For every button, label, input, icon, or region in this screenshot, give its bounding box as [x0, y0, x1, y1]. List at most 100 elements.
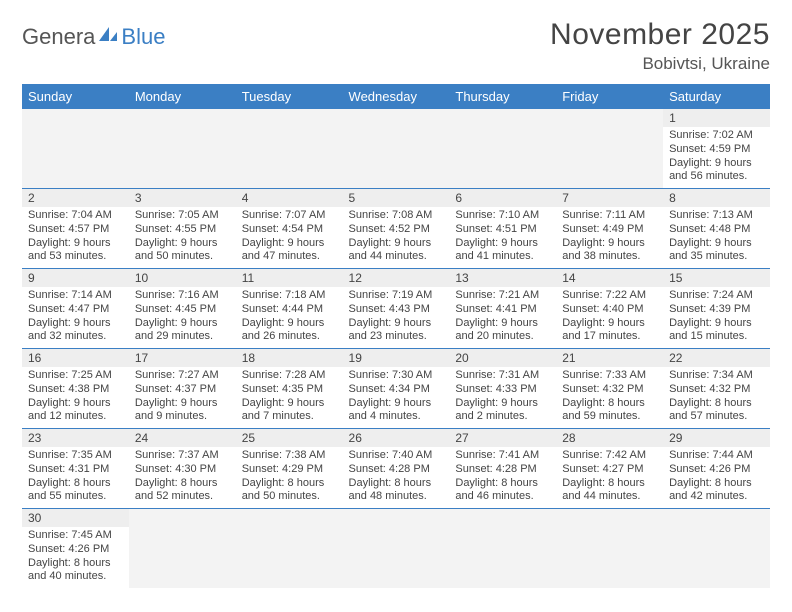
daylight-text: Daylight: 8 hours and 55 minutes. [28, 477, 123, 505]
day-number: 13 [449, 269, 556, 287]
sunrise-text: Sunrise: 7:34 AM [669, 369, 764, 383]
location: Bobivtsi, Ukraine [550, 54, 770, 74]
day-content: Sunrise: 7:21 AMSunset: 4:41 PMDaylight:… [449, 287, 556, 348]
day-content: Sunrise: 7:30 AMSunset: 4:34 PMDaylight:… [343, 367, 450, 428]
calendar-day-cell: 24Sunrise: 7:37 AMSunset: 4:30 PMDayligh… [129, 429, 236, 509]
sunrise-text: Sunrise: 7:37 AM [135, 449, 230, 463]
day-number: 22 [663, 349, 770, 367]
sunset-text: Sunset: 4:51 PM [455, 223, 550, 237]
month-title: November 2025 [550, 18, 770, 52]
sunrise-text: Sunrise: 7:04 AM [28, 209, 123, 223]
daylight-text: Daylight: 9 hours and 44 minutes. [349, 237, 444, 265]
sunrise-text: Sunrise: 7:31 AM [455, 369, 550, 383]
sunrise-text: Sunrise: 7:38 AM [242, 449, 337, 463]
day-number: 24 [129, 429, 236, 447]
calendar-day-cell: 25Sunrise: 7:38 AMSunset: 4:29 PMDayligh… [236, 429, 343, 509]
sunset-text: Sunset: 4:31 PM [28, 463, 123, 477]
sunrise-text: Sunrise: 7:21 AM [455, 289, 550, 303]
day-number: 15 [663, 269, 770, 287]
day-number: 18 [236, 349, 343, 367]
logo: Genera Blue [22, 24, 165, 50]
sunset-text: Sunset: 4:44 PM [242, 303, 337, 317]
sunrise-text: Sunrise: 7:16 AM [135, 289, 230, 303]
sail-icon [97, 25, 119, 48]
day-content: Sunrise: 7:35 AMSunset: 4:31 PMDaylight:… [22, 447, 129, 508]
calendar-day-cell: 6Sunrise: 7:10 AMSunset: 4:51 PMDaylight… [449, 189, 556, 269]
day-content: Sunrise: 7:13 AMSunset: 4:48 PMDaylight:… [663, 207, 770, 268]
daylight-text: Daylight: 8 hours and 46 minutes. [455, 477, 550, 505]
sunset-text: Sunset: 4:55 PM [135, 223, 230, 237]
sunrise-text: Sunrise: 7:44 AM [669, 449, 764, 463]
daylight-text: Daylight: 8 hours and 59 minutes. [562, 397, 657, 425]
calendar-day-cell: 3Sunrise: 7:05 AMSunset: 4:55 PMDaylight… [129, 189, 236, 269]
day-number: 25 [236, 429, 343, 447]
day-content: Sunrise: 7:24 AMSunset: 4:39 PMDaylight:… [663, 287, 770, 348]
weekday-header: Sunday [22, 84, 129, 109]
day-content: Sunrise: 7:37 AMSunset: 4:30 PMDaylight:… [129, 447, 236, 508]
daylight-text: Daylight: 9 hours and 4 minutes. [349, 397, 444, 425]
calendar-day-cell: 4Sunrise: 7:07 AMSunset: 4:54 PMDaylight… [236, 189, 343, 269]
daylight-text: Daylight: 9 hours and 56 minutes. [669, 157, 764, 185]
sunrise-text: Sunrise: 7:13 AM [669, 209, 764, 223]
sunset-text: Sunset: 4:57 PM [28, 223, 123, 237]
day-number: 26 [343, 429, 450, 447]
day-number: 5 [343, 189, 450, 207]
calendar-day-cell: 28Sunrise: 7:42 AMSunset: 4:27 PMDayligh… [556, 429, 663, 509]
logo-text-part2: Blue [121, 24, 165, 50]
daylight-text: Daylight: 9 hours and 53 minutes. [28, 237, 123, 265]
sunset-text: Sunset: 4:34 PM [349, 383, 444, 397]
sunset-text: Sunset: 4:41 PM [455, 303, 550, 317]
calendar-day-cell: 27Sunrise: 7:41 AMSunset: 4:28 PMDayligh… [449, 429, 556, 509]
calendar-day-cell [449, 509, 556, 589]
day-content: Sunrise: 7:34 AMSunset: 4:32 PMDaylight:… [663, 367, 770, 428]
sunrise-text: Sunrise: 7:42 AM [562, 449, 657, 463]
day-number: 20 [449, 349, 556, 367]
daylight-text: Daylight: 8 hours and 42 minutes. [669, 477, 764, 505]
day-number: 10 [129, 269, 236, 287]
calendar-day-cell: 29 Sunrise: 7:44 AMSunset: 4:26 PMDayligh… [663, 429, 770, 509]
calendar-day-cell: 13Sunrise: 7:21 AMSunset: 4:41 PMDayligh… [449, 269, 556, 349]
day-content: Sunrise: 7:40 AMSunset: 4:28 PMDaylight:… [343, 447, 450, 508]
sunset-text: Sunset: 4:45 PM [135, 303, 230, 317]
calendar-day-cell [236, 109, 343, 189]
day-number: 3 [129, 189, 236, 207]
calendar-day-cell: 21Sunrise: 7:33 AMSunset: 4:32 PMDayligh… [556, 349, 663, 429]
weekday-header-row: SundayMondayTuesdayWednesdayThursdayFrid… [22, 84, 770, 109]
day-content: Sunrise: 7:16 AMSunset: 4:45 PMDaylight:… [129, 287, 236, 348]
weekday-header: Friday [556, 84, 663, 109]
day-content: Sunrise: 7:28 AMSunset: 4:35 PMDaylight:… [236, 367, 343, 428]
sunset-text: Sunset: 4:59 PM [669, 143, 764, 157]
daylight-text: Daylight: 9 hours and 23 minutes. [349, 317, 444, 345]
day-content: Sunrise: 7:42 AMSunset: 4:27 PMDaylight:… [556, 447, 663, 508]
day-content: Sunrise: 7:25 AMSunset: 4:38 PMDaylight:… [22, 367, 129, 428]
sunset-text: Sunset: 4:43 PM [349, 303, 444, 317]
sunrise-text: Sunrise: 7:24 AM [669, 289, 764, 303]
daylight-text: Daylight: 8 hours and 44 minutes. [562, 477, 657, 505]
calendar-day-cell [343, 509, 450, 589]
calendar-day-cell: 30Sunrise: 7:45 AMSunset: 4:26 PMDayligh… [22, 509, 129, 589]
day-content: Sunrise: 7:07 AMSunset: 4:54 PMDaylight:… [236, 207, 343, 268]
daylight-text: Daylight: 8 hours and 40 minutes. [28, 557, 123, 585]
calendar-week-row: 1Sunrise: 7:02 AMSunset: 4:59 PMDaylight… [22, 109, 770, 189]
calendar-day-cell: 17Sunrise: 7:27 AMSunset: 4:37 PMDayligh… [129, 349, 236, 429]
day-content: Sunrise: 7:38 AMSunset: 4:29 PMDaylight:… [236, 447, 343, 508]
day-number: 29 [663, 429, 770, 447]
calendar-day-cell [449, 109, 556, 189]
calendar-day-cell [343, 109, 450, 189]
daylight-text: Daylight: 9 hours and 29 minutes. [135, 317, 230, 345]
day-number: 2 [22, 189, 129, 207]
day-number: 12 [343, 269, 450, 287]
sunset-text: Sunset: 4:26 PM [28, 543, 123, 557]
calendar-day-cell: 26Sunrise: 7:40 AMSunset: 4:28 PMDayligh… [343, 429, 450, 509]
sunset-text: Sunset: 4:47 PM [28, 303, 123, 317]
calendar-day-cell: 16Sunrise: 7:25 AMSunset: 4:38 PMDayligh… [22, 349, 129, 429]
calendar-table: SundayMondayTuesdayWednesdayThursdayFrid… [22, 84, 770, 588]
calendar-day-cell: 15Sunrise: 7:24 AMSunset: 4:39 PMDayligh… [663, 269, 770, 349]
sunrise-text: Sunrise: 7:10 AM [455, 209, 550, 223]
logo-text-part1: Genera [22, 24, 95, 50]
calendar-day-cell: 2 Sunrise: 7:04 AMSunset: 4:57 PMDaylight… [22, 189, 129, 269]
sunset-text: Sunset: 4:26 PM [669, 463, 764, 477]
sunset-text: Sunset: 4:49 PM [562, 223, 657, 237]
sunrise-text: Sunrise: 7:08 AM [349, 209, 444, 223]
sunrise-text: Sunrise: 7:25 AM [28, 369, 123, 383]
